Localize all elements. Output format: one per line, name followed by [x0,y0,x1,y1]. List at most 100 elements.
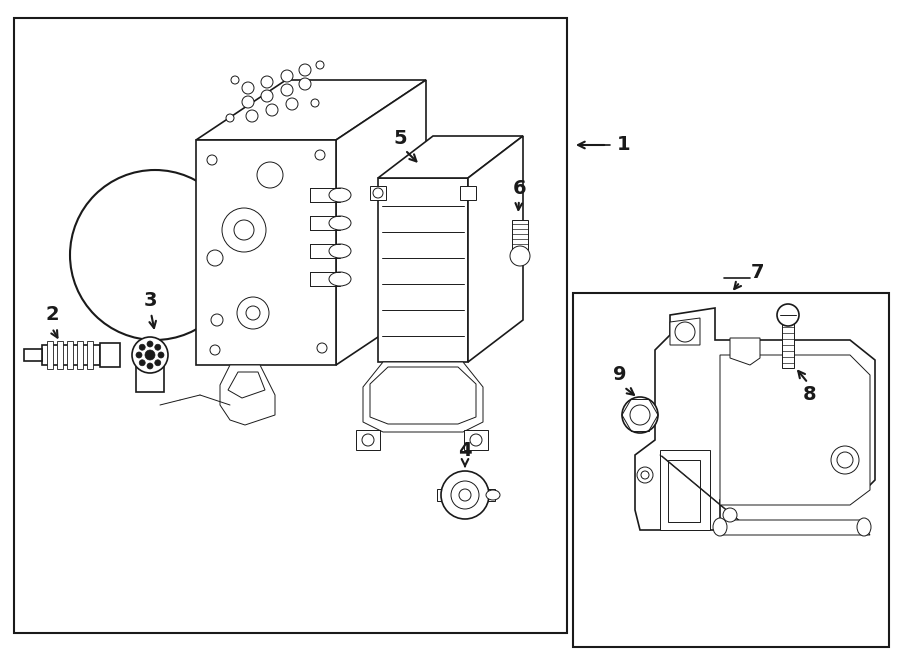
Circle shape [132,337,168,373]
Polygon shape [67,341,73,369]
Circle shape [158,352,164,358]
Circle shape [261,90,273,102]
Polygon shape [100,343,120,367]
Text: 8: 8 [803,385,817,405]
Circle shape [246,110,258,122]
Circle shape [222,208,266,252]
Text: 7: 7 [751,262,764,282]
Circle shape [147,341,153,347]
Bar [14,18,567,633]
Circle shape [675,322,695,342]
Circle shape [637,467,653,483]
Circle shape [837,452,853,468]
Circle shape [777,304,799,326]
Ellipse shape [486,490,500,500]
Ellipse shape [329,272,351,286]
Ellipse shape [329,188,351,202]
Circle shape [316,61,324,69]
Polygon shape [228,372,265,398]
Text: 1: 1 [617,136,631,155]
Ellipse shape [329,216,351,230]
Circle shape [723,508,737,522]
Circle shape [145,350,155,360]
Circle shape [155,360,161,366]
Polygon shape [464,430,488,450]
Polygon shape [460,186,476,200]
Circle shape [140,360,145,366]
Circle shape [362,434,374,446]
Polygon shape [512,220,528,250]
Text: 9: 9 [613,366,626,385]
Circle shape [510,246,530,266]
Circle shape [231,76,239,84]
Circle shape [234,220,254,240]
Text: 6: 6 [513,178,526,198]
Circle shape [311,99,319,107]
Circle shape [281,84,293,96]
Text: 3: 3 [143,290,157,309]
Polygon shape [356,430,380,450]
Text: 4: 4 [458,440,472,459]
Text: 2: 2 [45,305,58,325]
Circle shape [242,82,254,94]
Polygon shape [336,80,426,365]
Circle shape [237,297,269,329]
Polygon shape [57,341,63,369]
Polygon shape [668,460,700,522]
Polygon shape [42,345,100,365]
Circle shape [211,314,223,326]
Circle shape [140,344,145,350]
Polygon shape [196,140,336,365]
Polygon shape [363,362,483,432]
Circle shape [261,76,273,88]
Circle shape [299,78,311,90]
Circle shape [226,114,234,122]
Circle shape [136,352,142,358]
Polygon shape [468,136,523,362]
Polygon shape [437,489,495,501]
Circle shape [470,434,482,446]
Polygon shape [196,80,426,140]
Bar [573,293,889,647]
Circle shape [459,489,471,501]
Polygon shape [378,178,468,362]
Circle shape [641,471,649,479]
Circle shape [70,170,240,340]
Polygon shape [720,355,870,505]
Polygon shape [370,367,476,424]
Circle shape [242,96,254,108]
Polygon shape [87,341,93,369]
Circle shape [441,471,489,519]
Polygon shape [370,186,386,200]
Circle shape [147,363,153,369]
Circle shape [317,343,327,353]
Circle shape [207,250,223,266]
Polygon shape [47,341,53,369]
Polygon shape [660,450,710,530]
Ellipse shape [857,518,871,536]
Polygon shape [378,136,523,178]
Text: 5: 5 [393,128,407,147]
Circle shape [286,98,298,110]
Circle shape [281,70,293,82]
Polygon shape [220,365,275,425]
Polygon shape [24,349,42,361]
Circle shape [630,405,650,425]
Polygon shape [635,308,875,530]
Circle shape [451,481,479,509]
Polygon shape [670,318,700,345]
Circle shape [257,162,283,188]
Polygon shape [720,520,870,535]
Circle shape [207,155,217,165]
Ellipse shape [329,244,351,258]
Circle shape [210,345,220,355]
Circle shape [266,104,278,116]
Circle shape [831,446,859,474]
Ellipse shape [713,518,727,536]
Circle shape [246,306,260,320]
Circle shape [155,344,161,350]
Polygon shape [730,338,760,365]
Polygon shape [77,341,83,369]
Polygon shape [136,358,164,392]
Circle shape [622,397,658,433]
